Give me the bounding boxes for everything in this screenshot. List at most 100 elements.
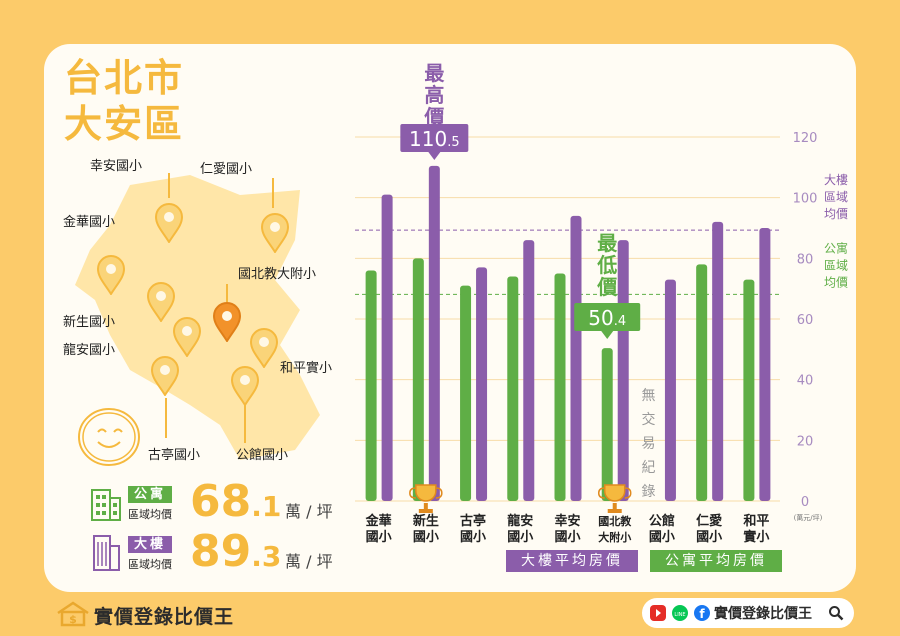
building-bar	[570, 215, 582, 501]
x-category-label: 龍安	[507, 513, 533, 529]
school-label-ntue: 國北教大附小	[238, 267, 317, 282]
map-pin-icon[interactable]	[96, 255, 126, 295]
min-price-pointer	[601, 331, 614, 339]
district-map	[75, 175, 320, 460]
x-category-label: 國小	[460, 530, 486, 545]
map-pin-icon[interactable]	[230, 366, 260, 406]
social-bar: LINE f 實價登錄比價王	[642, 598, 854, 628]
line-icon[interactable]: LINE	[672, 605, 688, 621]
x-category-label: 國小	[507, 530, 533, 545]
max-price-value: 110.5	[409, 127, 460, 151]
no-trade-note: 無	[641, 388, 655, 404]
apartment-building-icon	[91, 489, 121, 521]
school-label-jinhua: 金華國小	[63, 215, 116, 230]
building-bar	[523, 240, 535, 501]
max-price-pointer	[428, 152, 441, 160]
y-unit-label: (萬元/坪)	[794, 513, 823, 522]
building-unit: 萬 / 坪	[285, 552, 333, 571]
apartment-bar	[365, 270, 377, 501]
min-price-value: 50.4	[588, 306, 626, 330]
y-tick-label: 60	[797, 313, 814, 328]
max-price-label: 最	[424, 61, 445, 85]
legend-apartment: 公寓平均房價	[650, 550, 782, 572]
map-pin-icon[interactable]	[154, 203, 184, 243]
y-tick-label: 80	[797, 252, 814, 267]
no-trade-note: 易	[641, 436, 655, 452]
x-category-label: 國北教	[598, 514, 632, 528]
y-tick-label: 0	[801, 495, 809, 510]
leader-line	[226, 284, 228, 302]
reference-line-label: 公寓	[824, 240, 848, 255]
social-brand-text: 實價登錄比價王	[714, 606, 812, 622]
school-label-renai: 仁愛國小	[200, 162, 253, 177]
map-pin-icon[interactable]	[146, 282, 176, 322]
x-category-label: 新生	[413, 513, 439, 529]
school-label-xingan: 幸安國小	[90, 159, 143, 174]
x-category-label: 和平	[743, 513, 769, 529]
x-category-label: 國小	[413, 530, 439, 545]
x-category-label: 公館	[649, 513, 675, 529]
map-pin-icon[interactable]	[249, 328, 279, 368]
y-tick-label: 120	[793, 131, 818, 146]
tower-building-icon	[93, 535, 120, 571]
svg-text:f: f	[699, 607, 705, 621]
building-bar	[381, 194, 393, 501]
footer-brand: 實價登錄比價王	[94, 606, 235, 628]
leader-line	[272, 178, 274, 208]
title-district: 大安區	[64, 102, 185, 146]
building-bar	[617, 240, 629, 501]
x-category-label: 實小	[743, 529, 769, 545]
apartment-average-stat: 公寓 區域均價 68.1 萬 / 坪	[90, 476, 333, 530]
youtube-icon[interactable]	[650, 605, 666, 621]
y-tick-label: 40	[797, 374, 814, 389]
x-category-label: 國小	[366, 530, 392, 545]
apartment-bar	[601, 348, 613, 501]
apartment-tag: 公寓	[128, 486, 173, 503]
y-tick-label: 20	[797, 434, 814, 449]
building-tag: 大樓	[128, 536, 173, 553]
x-category-label: 古亭	[460, 513, 486, 529]
apartment-bar	[507, 276, 519, 501]
search-icon[interactable]	[828, 605, 844, 621]
map-pin-icon[interactable]	[172, 317, 202, 357]
apartment-unit: 萬 / 坪	[285, 502, 333, 521]
apartment-average-value: 68.1	[190, 476, 282, 527]
reference-line-label: 均價	[824, 275, 848, 289]
svg-text:$: $	[69, 613, 77, 626]
x-category-label: 國小	[696, 530, 722, 545]
leader-line	[168, 173, 170, 198]
x-category-label: 幸安	[554, 513, 580, 529]
title-city: 台北市	[64, 56, 185, 100]
house-logo-icon: $	[57, 601, 89, 627]
min-price-label: 價	[596, 275, 618, 299]
school-label-gongguan: 公館國小	[236, 448, 289, 463]
max-price-label: 高	[424, 83, 444, 107]
apartment-bar	[554, 273, 566, 501]
y-tick-label: 100	[793, 192, 818, 207]
page-title: 台北市 大安區	[64, 55, 184, 147]
reference-line-label: 大樓	[824, 172, 848, 187]
max-price-box	[400, 124, 469, 152]
leader-line	[244, 405, 246, 443]
price-bar-chart: 020406080100120(萬元/坪)大樓區域均價公寓區域均價金華國小新生國…	[355, 61, 848, 545]
apartment-bar	[460, 285, 472, 501]
legend-building: 大樓平均房價	[506, 550, 638, 572]
building-bar	[476, 267, 488, 501]
x-category-label: 金華	[365, 513, 392, 529]
trophy-icon	[597, 484, 632, 513]
reference-line-label: 均價	[824, 207, 848, 221]
map-pin-highlight-icon[interactable]	[212, 302, 242, 342]
map-pin-icon[interactable]	[150, 356, 180, 396]
building-bar	[428, 165, 440, 502]
map-pin-icon[interactable]	[260, 213, 290, 253]
x-category-label: 國小	[554, 530, 580, 545]
facebook-icon[interactable]: f	[694, 605, 710, 621]
building-average-value: 89.3	[190, 526, 282, 577]
building-average-stat: 大樓 區域均價 89.3 萬 / 坪	[90, 526, 333, 580]
school-label-longan: 龍安國小	[63, 343, 116, 358]
school-label-heping: 和平實小	[280, 361, 333, 376]
reference-line-label: 區域	[824, 190, 848, 204]
reference-line-label: 區域	[824, 258, 848, 272]
no-trade-note: 錄	[641, 484, 655, 500]
school-label-guting: 古亭國小	[148, 448, 201, 463]
